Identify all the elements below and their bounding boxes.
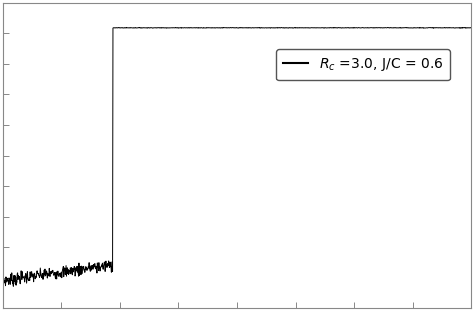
Legend: $R_c$ =3.0, J/C = 0.6: $R_c$ =3.0, J/C = 0.6	[276, 49, 450, 80]
